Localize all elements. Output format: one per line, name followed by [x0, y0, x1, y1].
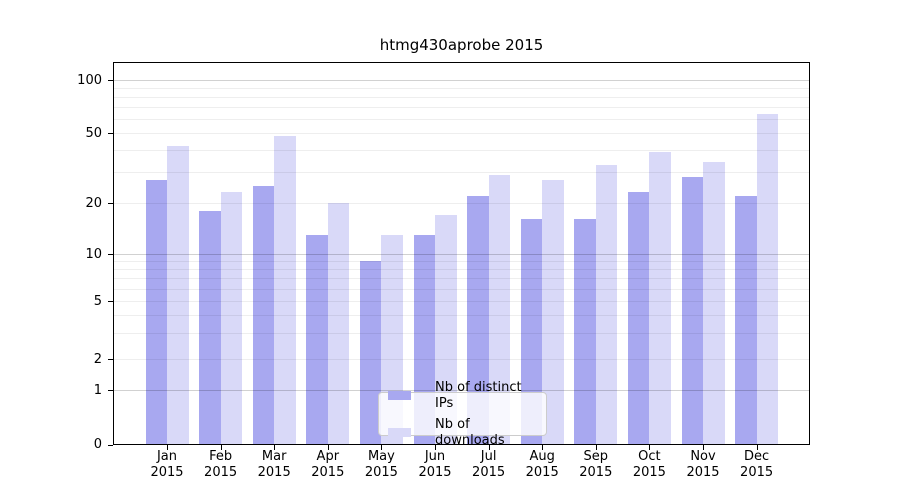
bar-downloads-apr [327, 203, 350, 445]
x-tick-mark-may [381, 444, 383, 450]
legend-label-downloads: Nb of downloads [435, 416, 505, 448]
x-tick-label-mar: Mar 2015 [257, 448, 291, 480]
legend-swatch-downloads [388, 428, 411, 437]
y-tick-label-0: 0 [93, 437, 102, 452]
y-tick-mark-10 [108, 254, 113, 255]
y-tick-mark-2 [108, 359, 113, 360]
x-tick-mark-dec [756, 444, 758, 450]
bar-distinct_ips-may [359, 261, 382, 445]
legend-swatch-distinct-ips [388, 391, 411, 400]
x-tick-label-jan: Jan 2015 [150, 448, 184, 480]
legend: Nb of distinct IPs Nb of downloads [378, 380, 547, 448]
x-tick-label-feb: Feb 2015 [204, 448, 238, 480]
x-tick-label-jul: Jul 2015 [472, 448, 506, 480]
bar-downloads-aug [542, 180, 564, 445]
minor-gridline-3 [113, 333, 810, 335]
bar-distinct_ips-mar [252, 185, 275, 445]
x-tick-mark-feb [220, 444, 222, 450]
bar-downloads-dec [756, 114, 779, 445]
major-gridline-100 [113, 80, 810, 81]
y-tick-mark-5 [108, 301, 113, 302]
x-tick-mark-nov [703, 444, 704, 450]
y-tick-mark-1 [108, 390, 113, 391]
minor-gridline-6 [113, 288, 810, 290]
y-tick-label-5: 5 [93, 293, 102, 309]
x-tick-label-dec: Dec 2015 [740, 448, 774, 480]
bar-downloads-jan [167, 146, 189, 445]
bar-distinct_ips-sep [574, 219, 596, 445]
minor-gridline-2 [113, 359, 810, 360]
major-gridline-10 [113, 254, 810, 255]
x-tick-mark-oct [649, 444, 651, 450]
minor-gridline-9 [113, 261, 810, 263]
x-tick-label-jun: Jun 2015 [418, 448, 452, 480]
minor-gridline-30 [113, 172, 810, 174]
y-tick-mark-100 [108, 80, 113, 81]
bar-distinct_ips-nov [681, 177, 703, 445]
bar-distinct_ips-feb [199, 210, 221, 445]
minor-gridline-90 [113, 88, 810, 90]
bar-distinct_ips-jan [145, 180, 167, 445]
x-tick-mark-jan [167, 444, 168, 450]
y-tick-label-1: 1 [93, 382, 102, 398]
bar-downloads-sep [595, 164, 618, 445]
x-tick-label-sep: Sep 2015 [579, 448, 613, 480]
x-tick-mark-aug [542, 444, 544, 450]
minor-gridline-5 [113, 301, 810, 302]
bar-downloads-jul [488, 174, 511, 445]
y-tick-mark-0 [108, 444, 113, 446]
x-tick-label-oct: Oct 2015 [632, 448, 666, 480]
y-tick-label-2: 2 [93, 351, 102, 367]
bar-downloads-jun [435, 214, 457, 445]
bar-distinct_ips-dec [735, 195, 757, 445]
bar-distinct_ips-oct [627, 192, 650, 445]
y-tick-label-20: 20 [85, 195, 102, 211]
bar-downloads-mar [274, 136, 296, 445]
y-tick-label-10: 10 [85, 246, 102, 262]
minor-gridline-20 [113, 203, 810, 204]
x-tick-mark-apr [327, 444, 329, 450]
bar-distinct_ips-aug [520, 219, 543, 445]
chart-title: htmg430aprobe 2015 [379, 36, 544, 54]
minor-gridline-80 [113, 97, 810, 99]
x-tick-mark-sep [595, 444, 597, 450]
minor-gridline-8 [113, 269, 810, 271]
legend-label-distinct-ips: Nb of distinct IPs [435, 379, 522, 411]
minor-gridline-7 [113, 278, 810, 280]
bar-downloads-nov [703, 162, 725, 445]
y-tick-label-100: 100 [77, 72, 102, 88]
legend-row-distinct-ips: Nb of distinct IPs [388, 380, 537, 412]
y-tick-mark-50 [108, 133, 113, 134]
bar-distinct_ips-apr [306, 234, 328, 445]
x-tick-label-apr: Apr 2015 [311, 448, 345, 480]
bar-distinct_ips-jul [467, 195, 489, 445]
minor-gridline-60 [113, 119, 810, 121]
y-tick-mark-20 [108, 203, 113, 204]
x-tick-mark-jul [488, 444, 490, 450]
y-tick-label-50: 50 [85, 125, 102, 141]
minor-gridline-50 [113, 133, 810, 134]
minor-gridline-4 [113, 315, 810, 317]
x-tick-label-nov: Nov 2015 [686, 448, 720, 480]
major-gridline-1 [113, 390, 810, 391]
bar-downloads-oct [649, 151, 671, 445]
minor-gridline-40 [113, 150, 810, 152]
x-tick-mark-jun [435, 444, 436, 450]
x-tick-label-aug: Aug 2015 [525, 448, 559, 480]
legend-row-downloads: Nb of downloads [388, 417, 537, 449]
x-tick-label-may: May 2015 [364, 448, 398, 480]
bar-downloads-feb [220, 192, 243, 445]
minor-gridline-70 [113, 107, 810, 109]
x-tick-mark-mar [274, 444, 276, 450]
